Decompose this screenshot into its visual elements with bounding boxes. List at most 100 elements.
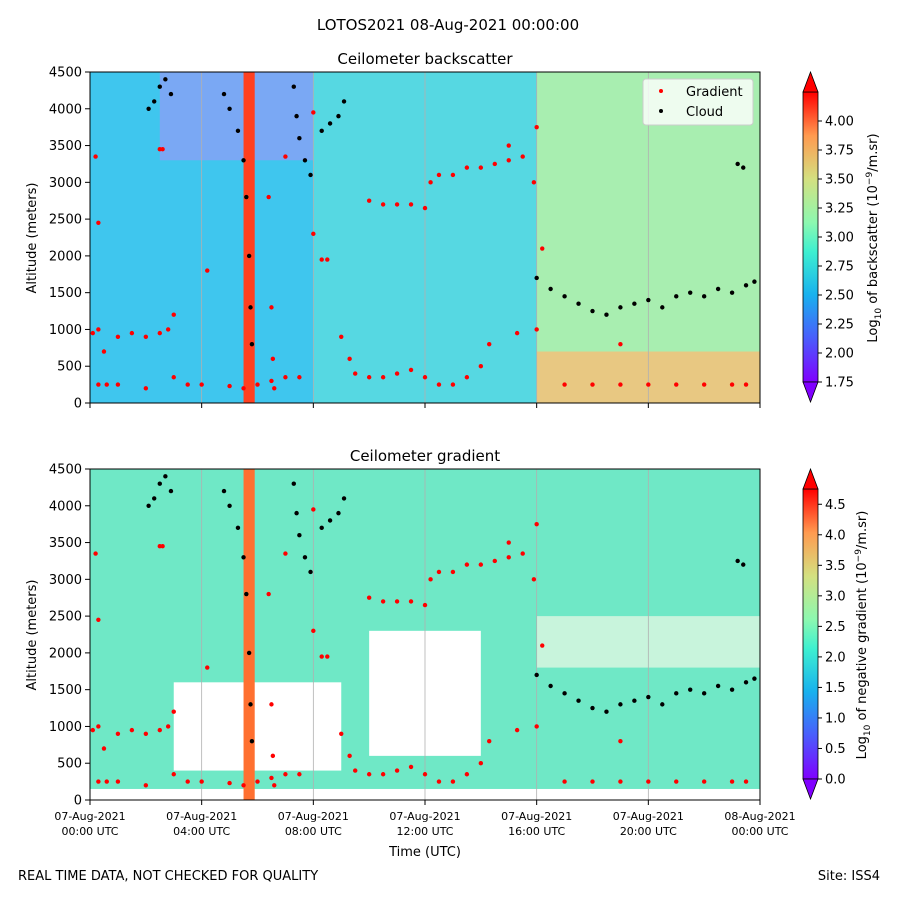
gradient-point-57 xyxy=(618,341,623,347)
gradient-point-18 xyxy=(255,382,260,387)
gradient-y-ticks: 0 500 1000 1500 2000 2500 3000 3500 4000 4500 xyxy=(49,463,90,809)
gradient-point-25 xyxy=(339,334,344,339)
x-tick-time-5: 20:00 UTC xyxy=(620,825,677,838)
gradient-point-63 xyxy=(701,382,707,387)
cloud-point-8 xyxy=(241,555,246,560)
cloud-point-2 xyxy=(157,84,162,89)
cloud-point-0 xyxy=(146,106,151,111)
cloud-point-34 xyxy=(701,294,707,299)
y-tick-label-0: 0 xyxy=(74,397,82,412)
y-tick-label-9: 4500 xyxy=(49,463,82,478)
gradient-point-58 xyxy=(562,382,567,387)
gradient-point-2 xyxy=(101,349,107,354)
cloud-point-11 xyxy=(248,702,253,707)
gradient-point-73 xyxy=(270,356,276,362)
cloud-point-22 xyxy=(534,672,539,678)
gradient-point-28 xyxy=(366,375,372,380)
gradient-point-75 xyxy=(283,154,288,159)
y-tick-label-3: 1500 xyxy=(49,286,82,301)
gradient-point-63 xyxy=(701,779,707,784)
gradient-point-14 xyxy=(185,382,190,387)
y-tick-label-5: 2500 xyxy=(49,213,82,228)
gradient-point-44 xyxy=(436,569,442,575)
colorbar-extend-bottom xyxy=(802,778,819,801)
gradient-point-14 xyxy=(185,779,190,784)
gradient-point-61 xyxy=(646,382,651,387)
gradient-point-60 xyxy=(618,382,623,387)
gradient-point-53 xyxy=(534,124,539,130)
gradient-points xyxy=(90,474,757,788)
gradient-point-31 xyxy=(408,367,414,373)
gradient-point-46 xyxy=(464,165,470,170)
gradient-point-59 xyxy=(590,382,595,387)
gradient-point-39 xyxy=(380,599,386,604)
gradient-point-50 xyxy=(520,154,525,159)
cloud-point-16 xyxy=(302,555,308,560)
colorbar-tick-label-8: 3.75 xyxy=(825,144,854,159)
gradient-point-69 xyxy=(160,544,165,549)
gradient-point-67 xyxy=(96,617,101,622)
cloud-point-35 xyxy=(715,683,721,689)
legend-box xyxy=(642,78,754,126)
cloud-point-18 xyxy=(319,128,324,134)
gradient-point-29 xyxy=(380,772,386,777)
gradient-plume xyxy=(243,469,255,800)
gradient-point-21 xyxy=(297,375,302,380)
colorbar-tick-label-2: 1.0 xyxy=(825,711,846,726)
y-tick-label-1: 500 xyxy=(57,757,82,772)
y-tick-label-1: 500 xyxy=(57,360,82,375)
gradient-point-48 xyxy=(492,558,497,564)
colorbar-tick-label-0: 0.0 xyxy=(825,773,846,788)
gradient-point-31 xyxy=(408,764,414,770)
gradient-point-10 xyxy=(104,779,109,784)
y-tick-label-0: 0 xyxy=(74,794,82,809)
gradient-point-28 xyxy=(366,772,372,777)
gradient-point-32 xyxy=(422,375,428,380)
x-tick-date-6: 08-Aug-2021 xyxy=(724,810,795,823)
gradient-point-65 xyxy=(743,779,749,784)
cloud-point-32 xyxy=(674,294,679,299)
gradient-point-24 xyxy=(325,654,330,659)
gradient-point-51 xyxy=(531,577,537,582)
y-tick-label-8: 4000 xyxy=(49,102,82,117)
footer-quality-note: REAL TIME DATA, NOT CHECKED FOR QUALITY xyxy=(18,869,319,884)
x-tick-date-2: 07-Aug-2021 xyxy=(278,810,349,823)
colorbar-tick-label-8: 4.0 xyxy=(825,528,846,543)
cloud-point-31 xyxy=(660,702,665,707)
gradient-point-35 xyxy=(464,375,470,380)
gradient-point-62 xyxy=(674,382,679,387)
cloud-point-28 xyxy=(618,305,623,310)
gradient-point-74 xyxy=(272,783,277,788)
cloud-point-24 xyxy=(562,691,567,696)
gradient-point-18 xyxy=(255,779,260,784)
gradient-point-54 xyxy=(514,727,520,733)
cloud-point-12 xyxy=(249,341,255,347)
y-tick-label-8: 4000 xyxy=(49,499,82,514)
y-tick-label-6: 3000 xyxy=(49,176,82,191)
gradient-point-56 xyxy=(540,643,545,648)
cloud-point-36 xyxy=(729,687,735,692)
gradient-point-12 xyxy=(143,783,149,788)
colorbar-extend-top xyxy=(802,70,819,93)
backscatter-gridlines xyxy=(201,72,649,403)
backscatter-points xyxy=(90,77,757,391)
cloud-point-40 xyxy=(741,165,746,170)
cloud-point-32 xyxy=(674,691,679,696)
gradient-point-72 xyxy=(269,305,274,310)
gradient-point-19 xyxy=(269,775,274,781)
gradient-point-20 xyxy=(283,375,288,380)
gradient-point-70 xyxy=(205,268,210,273)
gradient-y-axis-label: Altitude (meters) xyxy=(25,580,40,691)
gradient-point-55 xyxy=(534,327,539,332)
gradient-point-46 xyxy=(464,562,470,567)
cloud-point-39 xyxy=(735,558,740,564)
colorbar-tick-label-3: 2.50 xyxy=(825,289,854,304)
cloud-point-9 xyxy=(244,194,249,200)
gradient-point-45 xyxy=(450,172,456,178)
x-tick-date-0: 07-Aug-2021 xyxy=(54,810,125,823)
y-tick-label-4: 2000 xyxy=(49,646,82,661)
colorbar-tick-label-6: 3.25 xyxy=(825,202,854,217)
backscatter-field-high xyxy=(159,72,314,161)
x-tick-time-0: 00:00 UTC xyxy=(61,825,118,838)
gradient-point-11 xyxy=(115,779,121,784)
